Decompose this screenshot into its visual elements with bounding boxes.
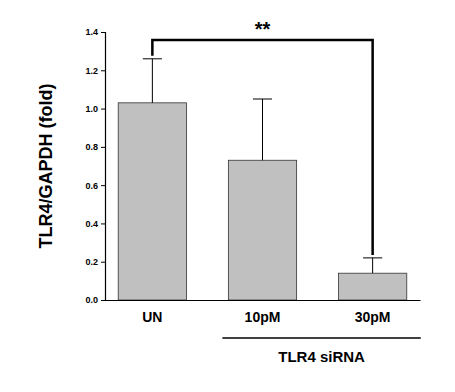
significance-label: ** bbox=[255, 18, 271, 40]
y-tick-mark bbox=[101, 109, 105, 110]
y-tick: 0.8 bbox=[85, 142, 105, 152]
y-axis-line bbox=[101, 33, 106, 301]
plot: 0.0 0.2 0.4 0.6 0.8 1.0 1.2 1.4 UN 10pM 30pM bbox=[85, 27, 420, 325]
bar bbox=[118, 103, 186, 300]
y-tick-mark bbox=[101, 185, 105, 186]
x-axis-line bbox=[106, 300, 421, 301]
y-tick-label: 0.8 bbox=[85, 142, 98, 152]
y-axis-title: TLR4/GAPDH (fold) bbox=[36, 84, 56, 249]
x-tick-label: UN bbox=[142, 309, 162, 325]
y-tick: 0.6 bbox=[85, 181, 105, 191]
y-tick-label: 0.0 bbox=[85, 295, 98, 305]
y-tick-label: 1.0 bbox=[85, 104, 98, 114]
error-cap bbox=[143, 58, 162, 59]
bar bbox=[338, 273, 406, 300]
y-tick: 0.0 bbox=[85, 295, 105, 305]
y-tick-mark bbox=[101, 32, 105, 33]
group-label: TLR4 siRNA bbox=[278, 348, 365, 365]
chart: 0.0 0.2 0.4 0.6 0.8 1.0 1.2 1.4 UN 10pM 30pM ** TLR4… bbox=[0, 0, 455, 392]
y-tick: 0.2 bbox=[85, 257, 105, 267]
error-stem bbox=[262, 99, 263, 160]
marks bbox=[118, 59, 407, 300]
error-bar bbox=[253, 99, 272, 160]
y-tick: 0.4 bbox=[85, 219, 105, 229]
error-stem bbox=[372, 258, 373, 273]
error-cap bbox=[363, 257, 382, 258]
y-tick-label: 0.4 bbox=[85, 219, 98, 229]
x-tick: 10pM bbox=[245, 300, 281, 325]
y-tick-label: 0.6 bbox=[85, 181, 98, 191]
x-tick: UN bbox=[142, 300, 162, 325]
x-tick: 30pM bbox=[355, 300, 391, 325]
y-tick-mark bbox=[101, 147, 105, 148]
x-axis: UN 10pM 30pM bbox=[106, 300, 421, 325]
error-stem bbox=[152, 59, 153, 103]
bar bbox=[228, 160, 296, 300]
error-cap bbox=[253, 99, 272, 100]
error-bar bbox=[363, 258, 382, 273]
x-tick-label: 30pM bbox=[355, 309, 391, 325]
y-tick-label: 0.2 bbox=[85, 257, 98, 267]
y-tick: 1.0 bbox=[85, 104, 105, 114]
y-axis: 0.0 0.2 0.4 0.6 0.8 1.0 1.2 1.4 bbox=[85, 27, 105, 305]
group-line bbox=[222, 337, 420, 339]
y-tick-mark bbox=[101, 70, 105, 71]
y-tick-mark bbox=[101, 262, 105, 263]
y-tick-label: 1.4 bbox=[85, 27, 98, 37]
y-tick-mark bbox=[101, 300, 105, 301]
x-tick-label: 10pM bbox=[245, 309, 281, 325]
y-tick-mark bbox=[101, 223, 105, 224]
y-tick-label: 1.2 bbox=[85, 66, 98, 76]
error-bar bbox=[143, 59, 162, 103]
y-tick: 1.4 bbox=[85, 27, 105, 37]
y-tick: 1.2 bbox=[85, 66, 105, 76]
significance-bracket bbox=[152, 40, 372, 255]
